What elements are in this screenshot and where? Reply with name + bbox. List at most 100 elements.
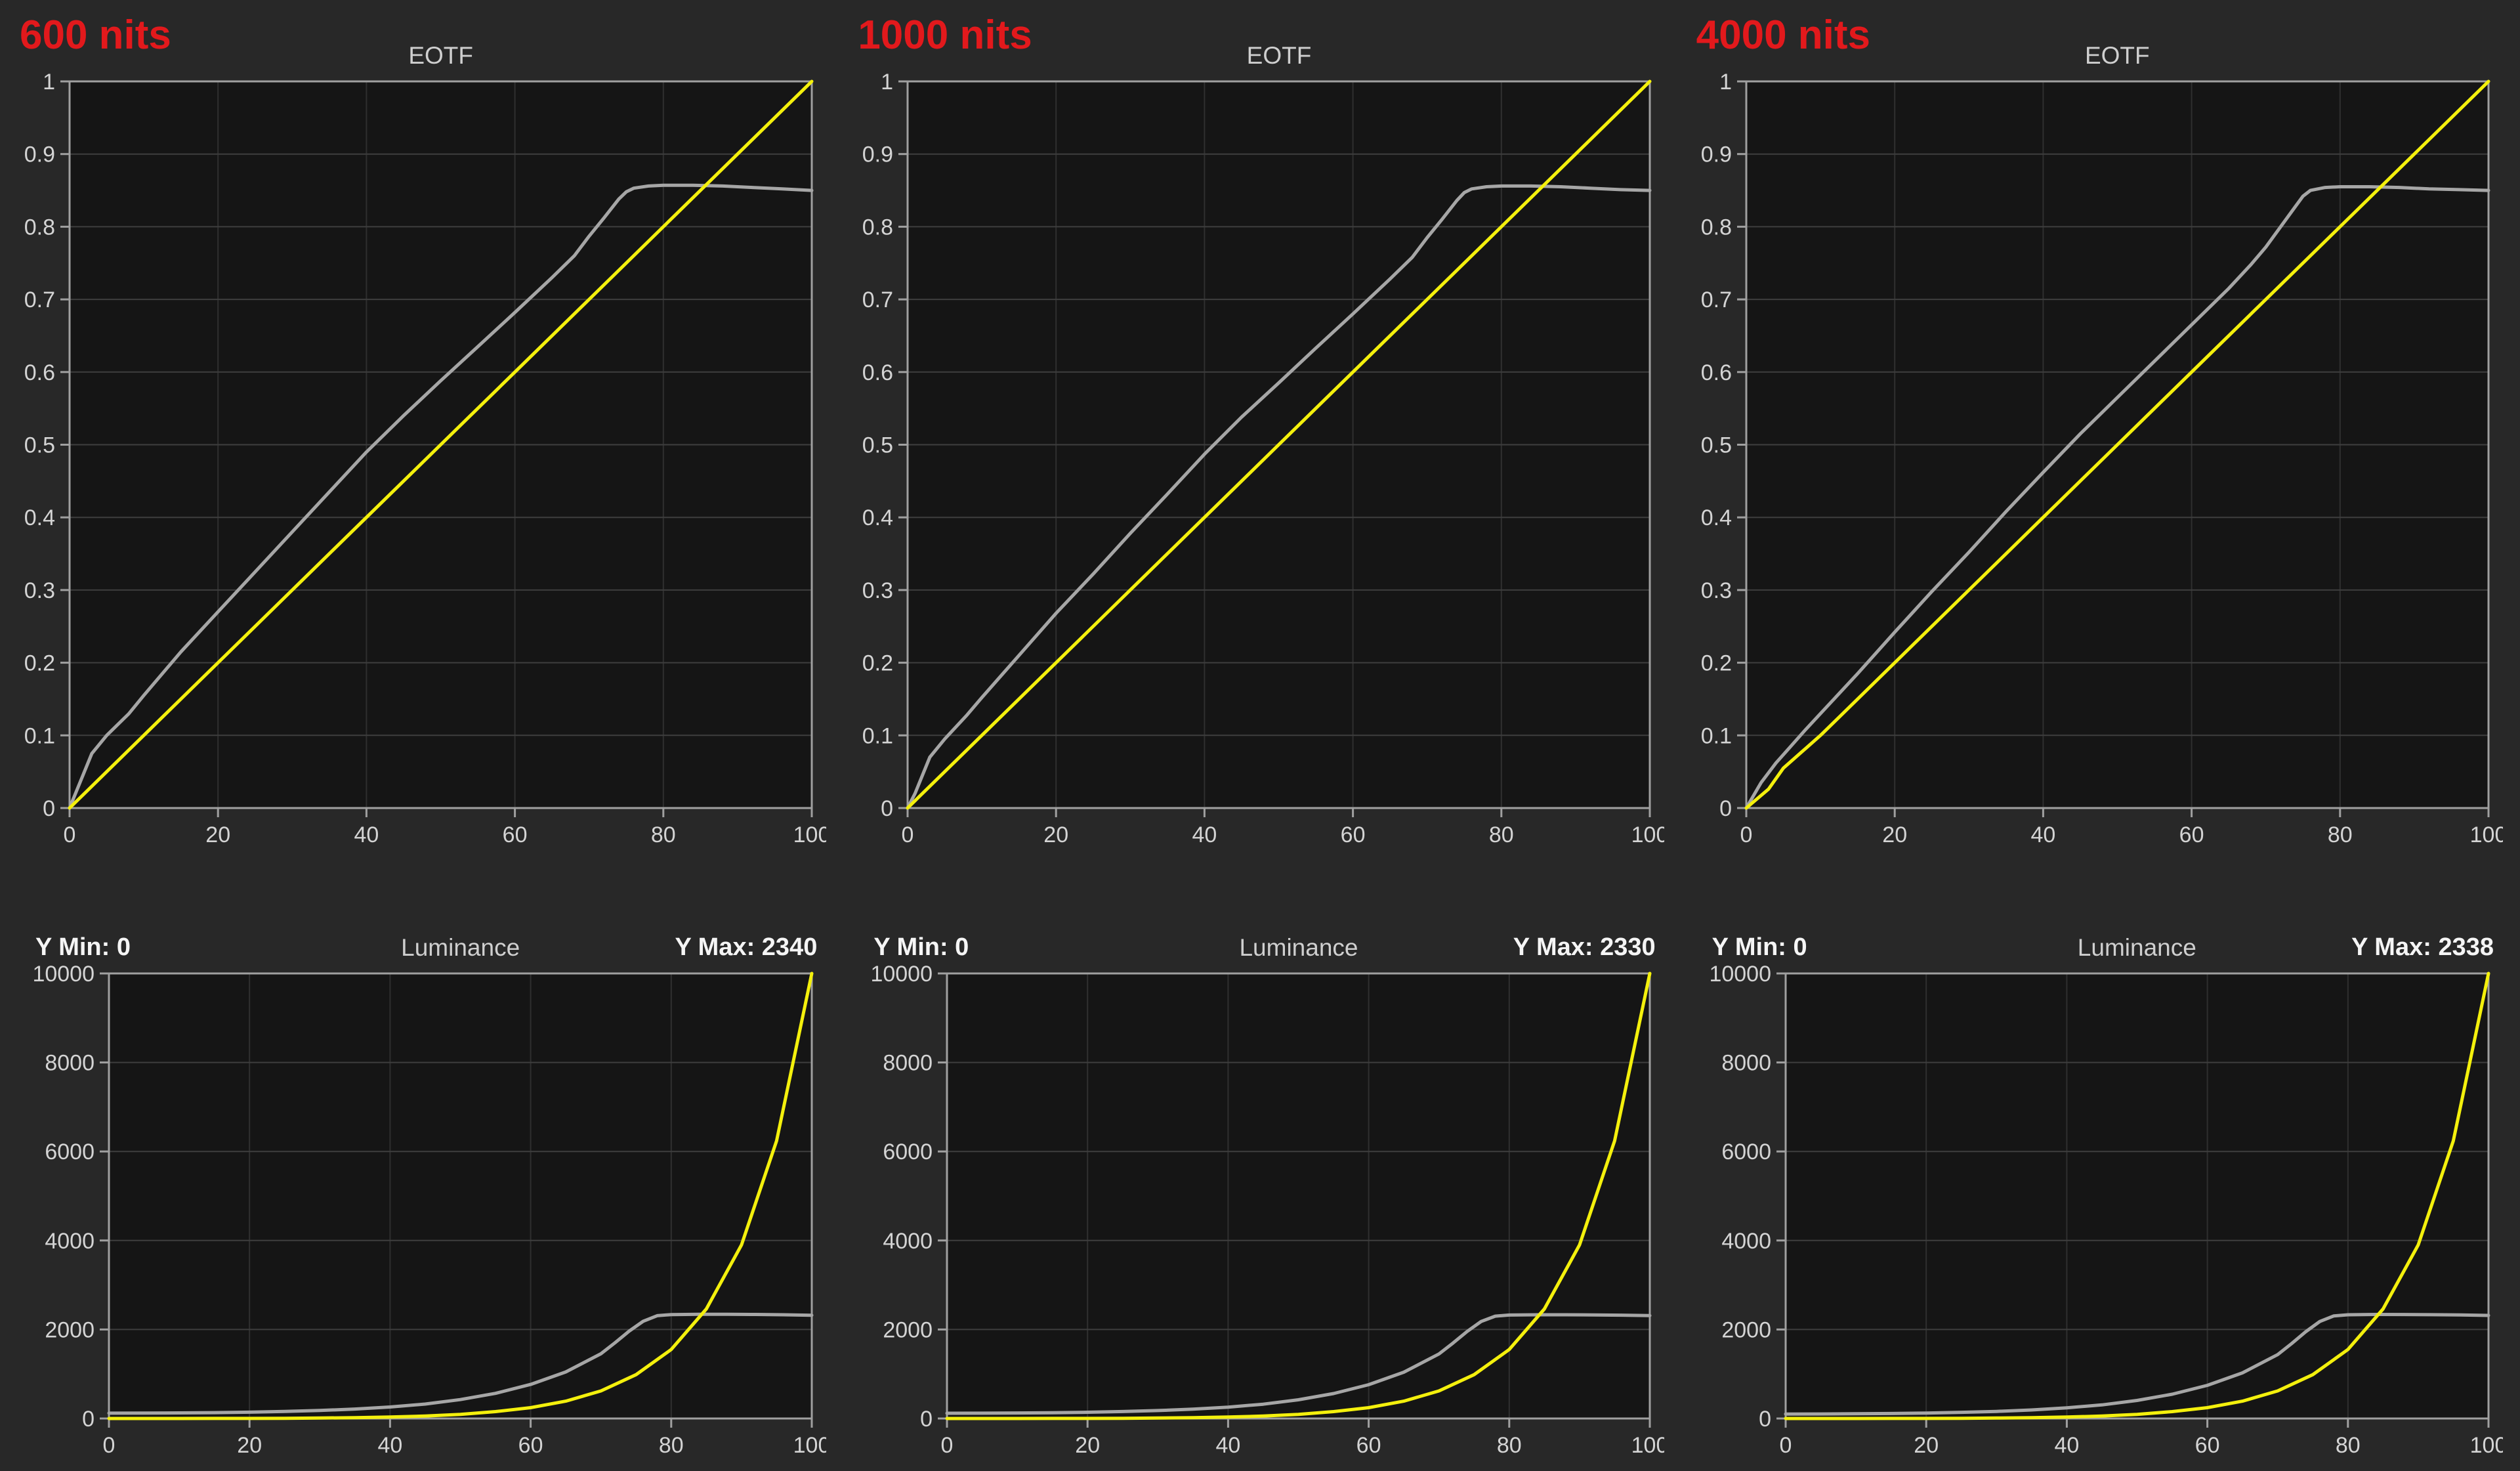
svg-text:100: 100 — [793, 822, 826, 847]
svg-text:1: 1 — [43, 72, 55, 95]
svg-text:20: 20 — [237, 1433, 262, 1458]
svg-text:0.7: 0.7 — [1700, 288, 1731, 312]
y-max-label: Y Max: 2338 — [2351, 933, 2494, 961]
luminance-chart-title: Luminance — [2077, 934, 2196, 961]
svg-text:40: 40 — [1192, 822, 1217, 847]
svg-text:0: 0 — [64, 822, 76, 847]
svg-text:100: 100 — [2469, 1433, 2502, 1458]
svg-text:60: 60 — [518, 1433, 543, 1458]
y-min-label: Y Min: 0 — [1712, 933, 1807, 961]
svg-text:20: 20 — [205, 822, 230, 847]
eotf-chart-title: EOTF — [1246, 42, 1312, 69]
svg-text:1: 1 — [881, 72, 893, 95]
svg-text:8000: 8000 — [1721, 1051, 1771, 1076]
column-4000-nits: 4000 nits EOTF 0 20 40 60 80 100 0 0.1 0.2 0.3 0.4… — [1694, 11, 2507, 1460]
svg-text:80: 80 — [2336, 1433, 2361, 1458]
svg-text:40: 40 — [1216, 1433, 1241, 1458]
svg-text:0: 0 — [1759, 1407, 1771, 1432]
svg-text:8000: 8000 — [45, 1051, 94, 1076]
svg-text:0.5: 0.5 — [24, 433, 55, 458]
column-header-row: 600 nits EOTF — [17, 11, 826, 72]
svg-text:0.8: 0.8 — [862, 215, 893, 240]
svg-text:20: 20 — [1076, 1433, 1101, 1458]
svg-text:0: 0 — [1719, 796, 1732, 821]
svg-text:1: 1 — [1719, 72, 1732, 95]
svg-text:0.9: 0.9 — [1700, 142, 1731, 167]
svg-text:0.3: 0.3 — [1700, 578, 1731, 603]
y-max-label: Y Max: 2330 — [1513, 933, 1656, 961]
svg-text:0: 0 — [1740, 822, 1752, 847]
svg-text:60: 60 — [2194, 1433, 2219, 1458]
svg-text:0.3: 0.3 — [24, 578, 55, 603]
svg-text:0: 0 — [920, 1407, 933, 1432]
svg-text:40: 40 — [2030, 822, 2055, 847]
svg-text:2000: 2000 — [883, 1317, 933, 1342]
svg-text:100: 100 — [1631, 822, 1664, 847]
svg-text:0.1: 0.1 — [1700, 723, 1731, 748]
svg-text:10000: 10000 — [1709, 964, 1771, 987]
svg-text:0.2: 0.2 — [1700, 651, 1731, 676]
svg-text:0.7: 0.7 — [24, 288, 55, 312]
svg-text:4000: 4000 — [883, 1229, 933, 1254]
svg-text:80: 80 — [1497, 1433, 1522, 1458]
svg-text:80: 80 — [2328, 822, 2353, 847]
svg-text:6000: 6000 — [45, 1140, 94, 1164]
svg-text:60: 60 — [503, 822, 528, 847]
svg-text:0: 0 — [82, 1407, 94, 1432]
svg-text:4000: 4000 — [1721, 1229, 1771, 1254]
svg-text:0.7: 0.7 — [862, 288, 893, 312]
svg-text:40: 40 — [354, 822, 379, 847]
svg-text:10000: 10000 — [871, 964, 933, 987]
eotf-plot-600: 0 20 40 60 80 100 0 0.1 0.2 0.3 0.4 0.5 0.6 0.7 0.8 0.9… — [17, 70, 831, 850]
svg-text:0.2: 0.2 — [862, 651, 893, 676]
nits-header-4000: 4000 nits — [1696, 12, 1871, 58]
svg-text:40: 40 — [2054, 1433, 2079, 1458]
svg-text:0: 0 — [1779, 1433, 1792, 1458]
column-1000-nits: 1000 nits EOTF 0 20 40 60 80 100 0 0.1 0.2 0.3 0.4… — [855, 11, 1669, 1460]
luminance-plot-1000: 0 20 40 60 80 100 0 2000 4000 6000 8000 10000 — [855, 962, 1669, 1460]
column-header-row: 1000 nits EOTF — [855, 11, 1664, 72]
svg-text:40: 40 — [377, 1433, 402, 1458]
svg-text:4000: 4000 — [45, 1229, 94, 1254]
svg-text:60: 60 — [1341, 822, 1366, 847]
eotf-chart-title: EOTF — [408, 42, 473, 69]
svg-text:0.6: 0.6 — [862, 360, 893, 385]
svg-text:2000: 2000 — [1721, 1317, 1771, 1342]
svg-text:20: 20 — [1044, 822, 1069, 847]
svg-text:0.5: 0.5 — [862, 433, 893, 458]
svg-text:80: 80 — [651, 822, 676, 847]
luminance-chart-title: Luminance — [1239, 934, 1358, 961]
svg-text:80: 80 — [1489, 822, 1514, 847]
luminance-plot-4000: 0 20 40 60 80 100 0 2000 4000 6000 8000 10000 — [1694, 962, 2507, 1460]
svg-text:0.9: 0.9 — [24, 142, 55, 167]
column-header-row: 4000 nits EOTF — [1694, 11, 2503, 72]
svg-text:0: 0 — [103, 1433, 116, 1458]
y-min-label: Y Min: 0 — [873, 933, 969, 961]
svg-text:80: 80 — [659, 1433, 684, 1458]
svg-text:0.6: 0.6 — [24, 360, 55, 385]
svg-text:20: 20 — [1882, 822, 1907, 847]
svg-text:6000: 6000 — [883, 1140, 933, 1164]
svg-text:0.4: 0.4 — [1700, 505, 1731, 530]
eotf-plot-1000: 0 20 40 60 80 100 0 0.1 0.2 0.3 0.4 0.5 0.6 0.7 0.8 0.9… — [855, 70, 1669, 850]
nits-header-1000: 1000 nits — [858, 12, 1032, 58]
y-min-label: Y Min: 0 — [35, 933, 131, 961]
svg-text:0.5: 0.5 — [1700, 433, 1731, 458]
svg-text:2000: 2000 — [45, 1317, 94, 1342]
svg-text:100: 100 — [1631, 1433, 1664, 1458]
nits-header-600: 600 nits — [20, 12, 171, 58]
column-600-nits: 600 nits EOTF 0 20 40 60 80 100 0 0.1 0.2 0.3 0.4 0… — [17, 11, 831, 1460]
svg-text:0.2: 0.2 — [24, 651, 55, 676]
luminance-header-row: Y Min: 0 Luminance Y Max: 2330 — [855, 924, 1664, 964]
svg-text:0.4: 0.4 — [862, 505, 893, 530]
svg-text:0: 0 — [881, 796, 893, 821]
svg-text:8000: 8000 — [883, 1051, 933, 1076]
svg-text:0.4: 0.4 — [24, 505, 55, 530]
svg-text:60: 60 — [1356, 1433, 1381, 1458]
luminance-chart-title: Luminance — [401, 934, 520, 961]
svg-text:0.8: 0.8 — [24, 215, 55, 240]
luminance-header-row: Y Min: 0 Luminance Y Max: 2338 — [1694, 924, 2503, 964]
svg-text:0.6: 0.6 — [1700, 360, 1731, 385]
svg-text:0: 0 — [43, 796, 55, 821]
